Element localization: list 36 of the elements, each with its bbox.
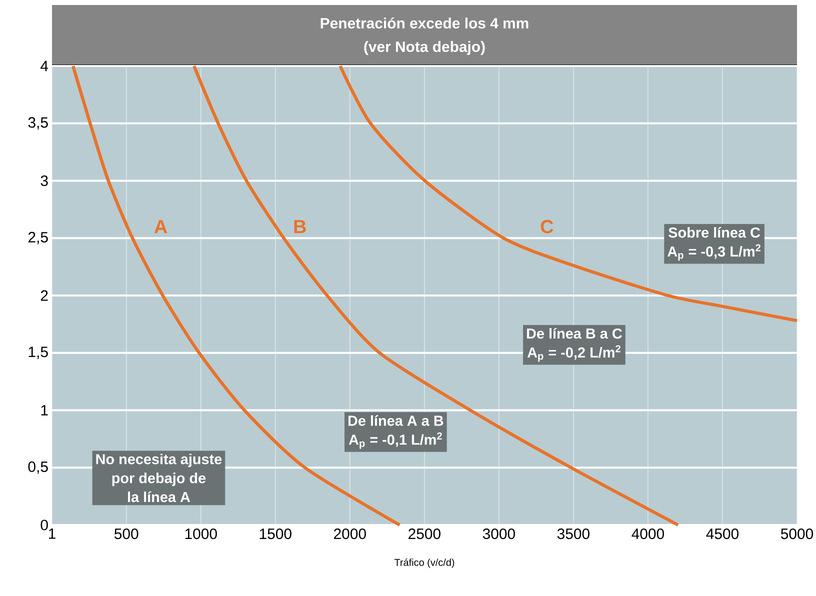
series-label: B [294,220,306,234]
x-tick-label: 2500 [408,528,440,540]
annotation: A$_{p}$ = -0,2 L/m$^{2}$ [527,345,620,362]
annotation: por debajo de [112,472,206,486]
y-tick-label: 0,5 [28,461,48,474]
x-axis-title: Tráfico (v/c/d) [394,558,454,568]
series-label: C [540,220,554,234]
annotation: A$_{p}$ = -0,1 L/m$^{2}$ [348,432,442,449]
chart-subtitle: (ver Nota debajo) [364,41,485,55]
y-tick-label: 1 [41,405,48,416]
x-tick-label: 1000 [185,528,217,540]
chart-title: Penetración excede los 4 mm [320,17,528,29]
x-tick-label: 3500 [557,528,590,540]
annotation: De línea A a B [348,415,444,426]
x-tick-label: 4000 [632,528,664,540]
x-tick-label: 3000 [482,528,515,540]
y-tick-label: 3 [40,175,48,186]
y-tick-label: 3,5 [28,117,48,130]
y-tick-label: 2 [40,290,48,301]
y-tick-label: 0 [40,520,48,530]
annotation: la línea A [128,491,190,502]
y-tick-label: 4 [40,60,48,72]
x-tick-label: 1 [48,528,56,539]
x-tick-label: 1500 [260,528,292,540]
x-tick-label: 500 [114,528,138,540]
x-tick-label: 5000 [780,528,814,540]
x-tick-label: 4500 [706,528,739,540]
annotation: Sobre línea C [668,226,760,238]
annotation: A$_{p}$ = -0,3 L/m$^{2}$ [668,244,761,261]
y-tick-label: 1,5 [28,346,48,359]
series-label: A [154,220,168,234]
annotation: No necesita ajuste [96,454,222,468]
annotation: De línea B a C [527,328,622,339]
x-tick-label: 2000 [334,528,366,540]
line-series [338,64,799,322]
y-tick-label: 2,5 [28,232,48,244]
